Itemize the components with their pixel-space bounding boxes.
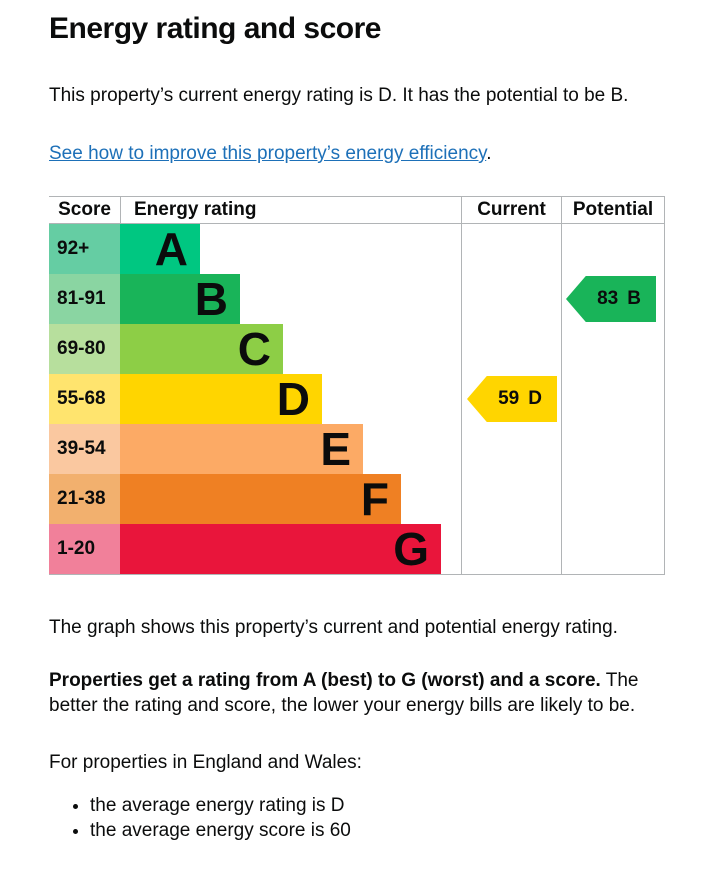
potential-cell: 83 B [561, 274, 665, 324]
link-line: See how to improve this property’s energ… [49, 141, 665, 166]
potential-rating-arrow: 83 B [566, 276, 656, 322]
rating-bar: G [120, 524, 441, 574]
band-row: 1-20 G [49, 524, 665, 574]
current-cell [461, 524, 561, 574]
score-range-cell: 92+ [49, 224, 120, 274]
rating-bar-area: B [120, 274, 461, 324]
header-potential: Potential [561, 197, 665, 223]
potential-cell [561, 474, 665, 524]
band-row: 69-80 C [49, 324, 665, 374]
potential-cell [561, 324, 665, 374]
header-score: Score [58, 199, 111, 220]
band-row: 81-91 B 83 B [49, 274, 665, 324]
page-title: Energy rating and score [49, 12, 381, 45]
rating-bar: A [120, 224, 200, 274]
score-range-cell: 81-91 [49, 274, 120, 324]
current-cell: 59 D [461, 374, 561, 424]
band-row: 92+ A [49, 224, 665, 274]
rating-explanation: Properties get a rating from A (best) to… [49, 668, 665, 718]
current-cell [461, 324, 561, 374]
rating-explanation-rest: The better the rating and score, the low… [49, 670, 639, 716]
rating-bar: C [120, 324, 283, 374]
chart-header-row: Score Energy rating Current Potential [49, 196, 665, 224]
epc-rating-chart: Score Energy rating Current Potential 92… [49, 196, 665, 575]
arrow-score: 59 [498, 388, 520, 409]
header-energy-rating: Energy rating [120, 197, 461, 223]
score-range-cell: 55-68 [49, 374, 120, 424]
arrow-score: 83 [597, 288, 619, 309]
rating-bar-area: C [120, 324, 461, 374]
list-item-average-score: the average energy score is 60 [90, 818, 675, 843]
score-range-cell: 1-20 [49, 524, 120, 574]
arrow-letter: B [627, 288, 641, 309]
average-stats-list: the average energy rating is D the avera… [49, 793, 675, 843]
header-current: Current [461, 197, 561, 223]
current-cell [461, 424, 561, 474]
intro-text: This property’s current energy rating is… [49, 85, 629, 106]
band-row: 39-54 E [49, 424, 665, 474]
potential-cell [561, 224, 665, 274]
current-rating-arrow: 59 D [467, 376, 557, 422]
list-item-average-rating: the average energy rating is D [90, 793, 675, 818]
arrow-letter: D [528, 388, 542, 409]
chart-body: 92+ A 81-91 B 83 B 69-80 C 55-68 D [49, 224, 665, 575]
current-cell [461, 224, 561, 274]
score-range-cell: 21-38 [49, 474, 120, 524]
rating-bar: D [120, 374, 322, 424]
rating-bar-area: F [120, 474, 461, 524]
rating-bar: F [120, 474, 401, 524]
score-range-cell: 39-54 [49, 424, 120, 474]
rating-bar: B [120, 274, 240, 324]
rating-bar: E [120, 424, 363, 474]
rating-bar-area: G [120, 524, 461, 574]
rating-bar-area: A [120, 224, 461, 274]
band-row: 21-38 F [49, 474, 665, 524]
potential-cell [561, 374, 665, 424]
potential-cell [561, 524, 665, 574]
improve-efficiency-link[interactable]: See how to improve this property’s energ… [49, 143, 487, 164]
link-suffix: . [486, 143, 492, 164]
potential-cell [561, 424, 665, 474]
band-row: 55-68 D 59 D [49, 374, 665, 424]
current-cell [461, 274, 561, 324]
region-heading: For properties in England and Wales: [49, 752, 362, 773]
score-range-cell: 69-80 [49, 324, 120, 374]
chart-caption: The graph shows this property’s current … [49, 617, 618, 638]
rating-bar-area: D [120, 374, 461, 424]
current-cell [461, 474, 561, 524]
rating-explanation-lead: Properties get a rating from A (best) to… [49, 670, 601, 691]
rating-bar-area: E [120, 424, 461, 474]
